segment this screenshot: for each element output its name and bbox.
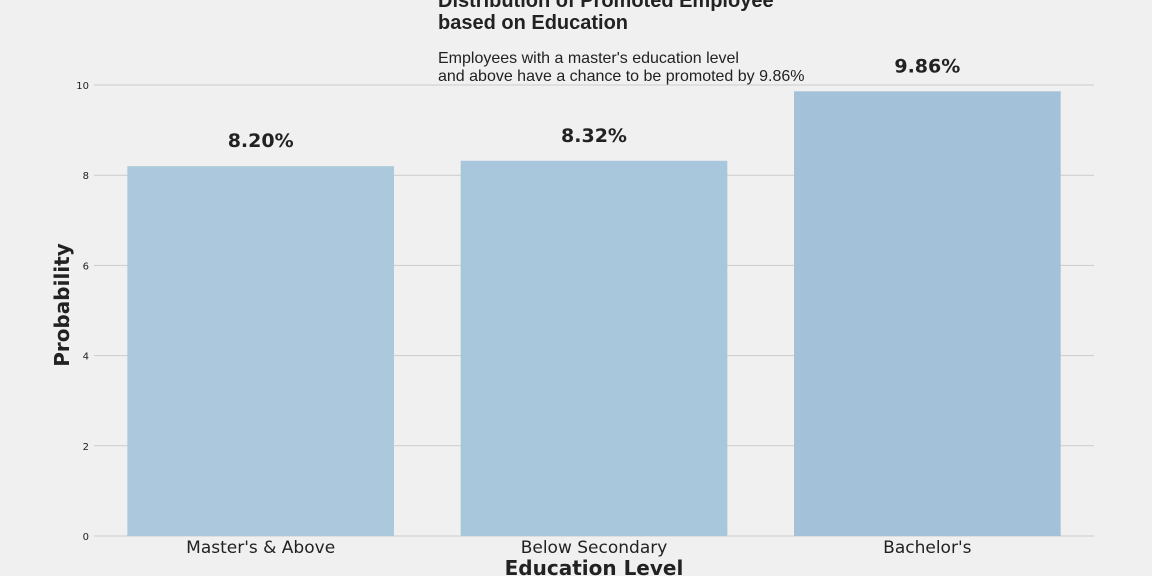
bar xyxy=(460,160,728,536)
y-tick-label: 6 xyxy=(83,261,89,272)
bar-value-label: 8.20% xyxy=(228,130,294,152)
chart-subtitle-line-2: and above have a chance to be promoted b… xyxy=(438,68,804,85)
y-axis-label: Probability xyxy=(50,243,74,367)
chart-subtitle-line-1: Employees with a master's education leve… xyxy=(438,50,739,67)
x-tick-labels: Master's & Above Below Secondary Bachelor'… xyxy=(186,538,971,558)
y-tick-label: 10 xyxy=(76,81,89,92)
bar-value-label: 9.86% xyxy=(894,55,960,77)
bar xyxy=(127,166,394,536)
bar xyxy=(794,91,1061,537)
x-axis-label: Education Level xyxy=(505,556,684,576)
x-tick-label: Bachelor's xyxy=(883,538,971,558)
y-tick-labels: 0 2 4 6 8 10 xyxy=(76,81,89,543)
y-tick-label: 0 xyxy=(83,532,89,543)
y-tick-label: 4 xyxy=(83,352,89,363)
chart-title-line-2: based on Education xyxy=(438,12,628,34)
x-tick-label: Master's & Above xyxy=(186,538,335,558)
y-tick-label: 2 xyxy=(83,442,89,453)
bar-value-label: 8.32% xyxy=(561,125,627,147)
chart-title-line-1: Distribution of Promoted Employee xyxy=(438,0,774,12)
y-tick-label: 8 xyxy=(83,171,89,182)
bar-value-labels: 8.20% 8.32% 9.86% xyxy=(228,55,961,152)
bars xyxy=(127,91,1061,537)
x-tick-label: Below Secondary xyxy=(521,538,668,558)
